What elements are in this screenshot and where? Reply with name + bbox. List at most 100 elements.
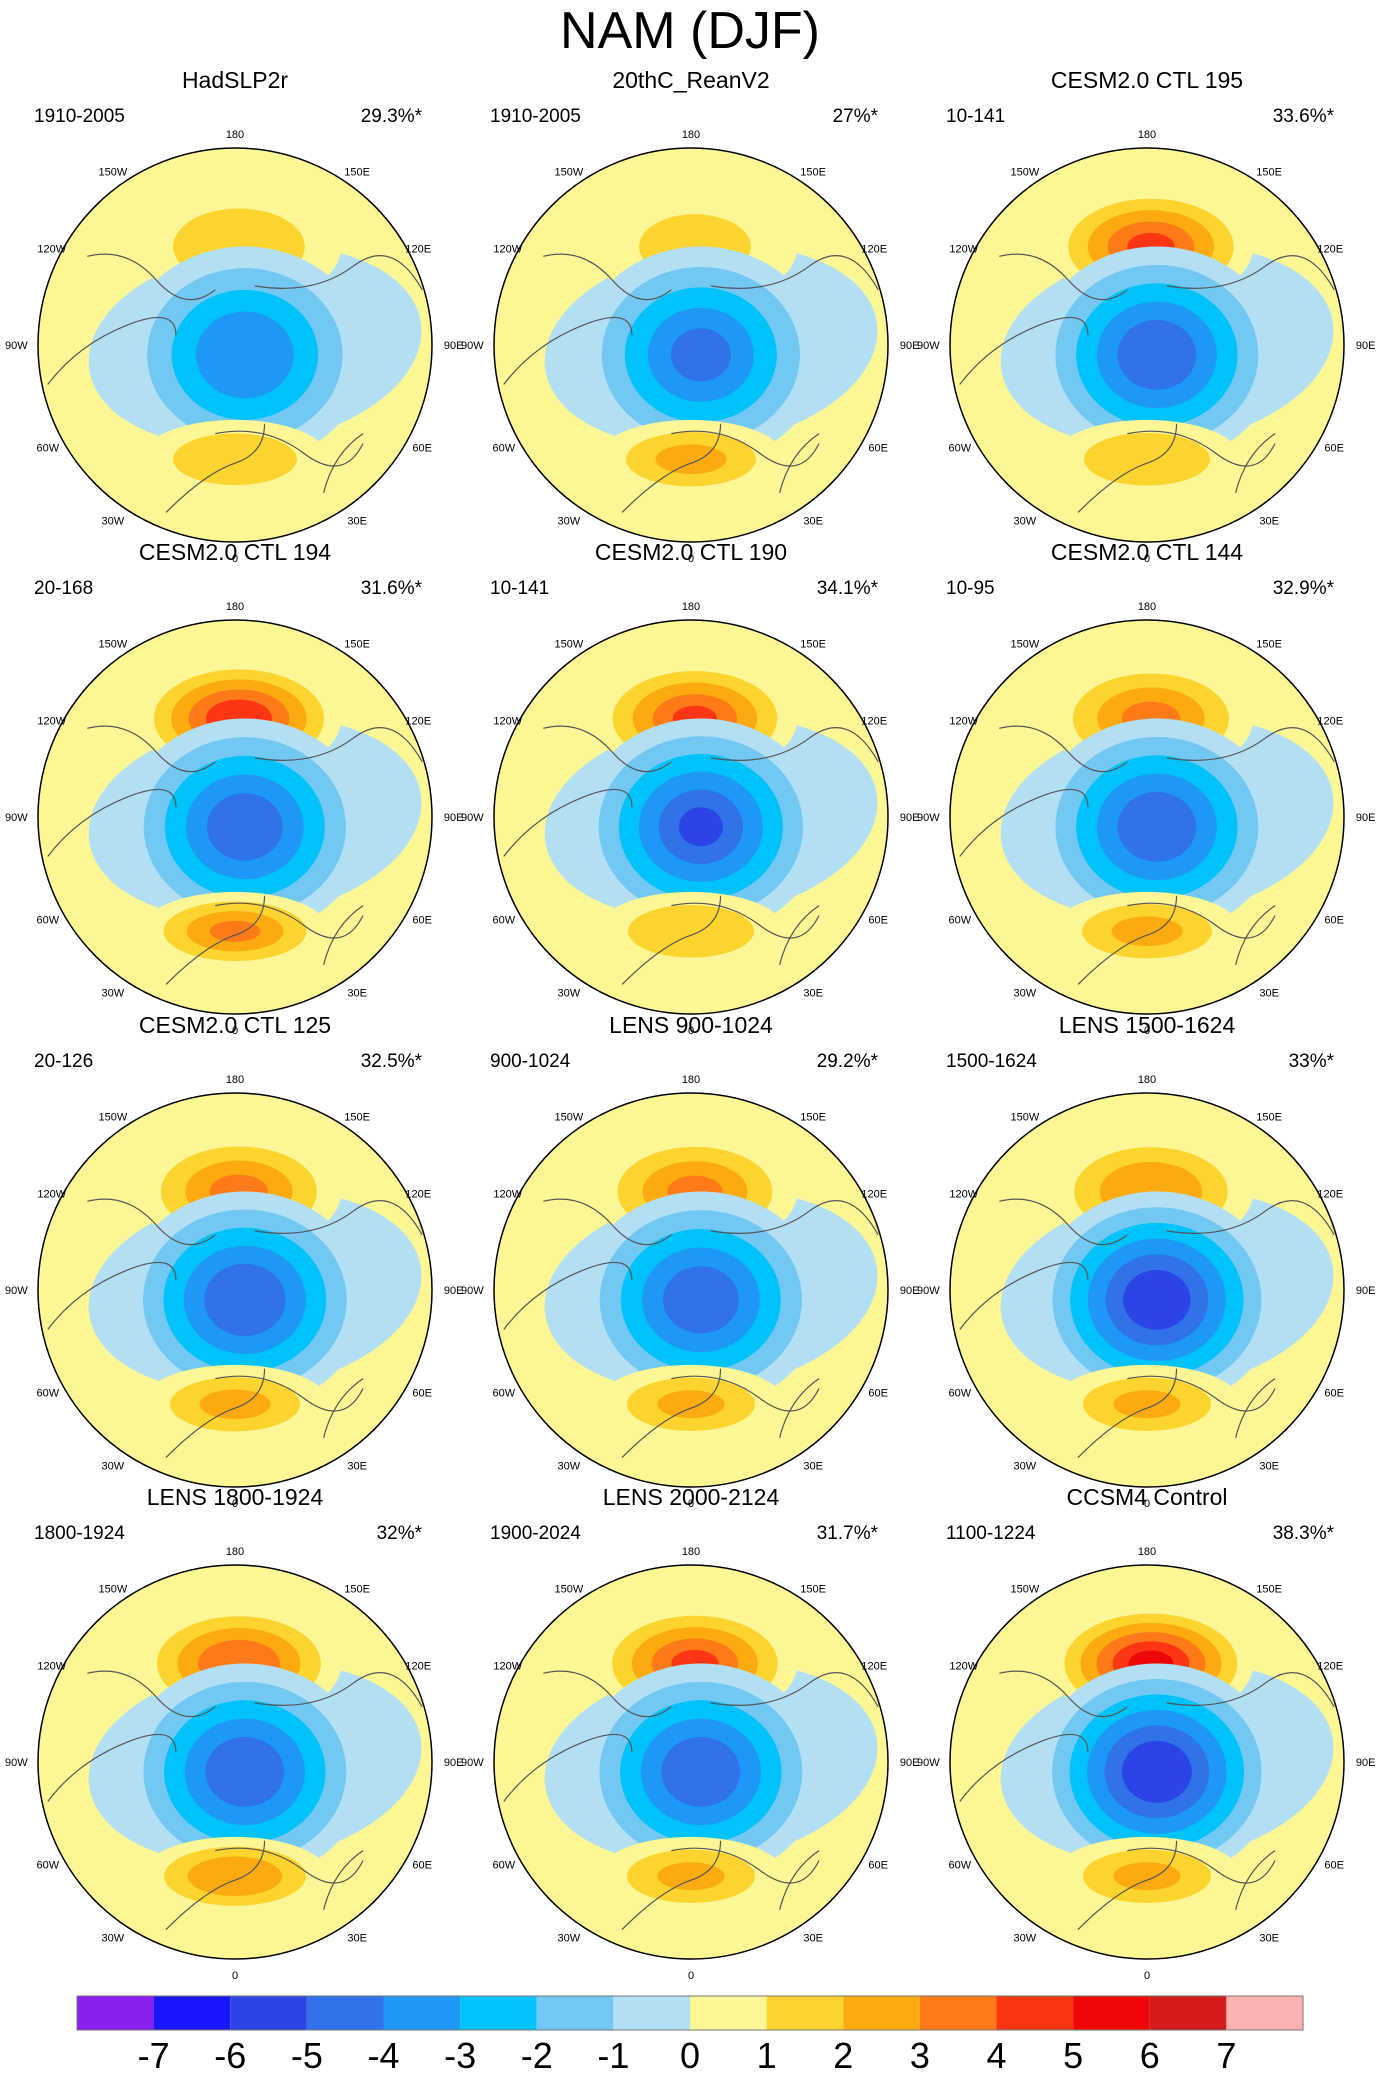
- longitude-label: 90W: [461, 812, 484, 824]
- coastline: [671, 902, 820, 939]
- coastline: [710, 1200, 879, 1236]
- longitude-label: 150E: [1256, 1584, 1282, 1596]
- longitude-label: 90W: [461, 1757, 484, 1769]
- coastline: [47, 788, 177, 857]
- contour-band: [657, 1390, 725, 1419]
- panel-period: 900-1024: [490, 1051, 571, 1072]
- coastline: [671, 1847, 820, 1884]
- map-border: [949, 619, 1345, 1015]
- coastline: [999, 253, 1128, 301]
- map-field: [38, 620, 432, 1014]
- longitude-label: 150E: [1256, 639, 1282, 651]
- panel-6: CESM2.0 CTL 144 10-95 32.9%* 180 150E 120E 90E…: [917, 539, 1375, 1037]
- colorbar-swatch: [919, 1996, 997, 2030]
- longitude-label: 120W: [37, 243, 66, 255]
- coastline: [779, 1378, 820, 1438]
- panel-title: CESM2.0 CTL 190: [595, 539, 787, 565]
- panel-variance: 33%*: [1289, 1051, 1335, 1072]
- longitude-label: 60W: [493, 442, 516, 454]
- panel-variance: 38.3%*: [1273, 1523, 1335, 1544]
- contour-band: [1113, 1862, 1181, 1891]
- longitude-label: 60W: [37, 1387, 60, 1399]
- longitude-label: 60W: [37, 914, 60, 926]
- longitude-label: 150W: [98, 1112, 127, 1124]
- coastline: [215, 902, 364, 939]
- longitude-label: 150W: [554, 1112, 583, 1124]
- longitude-label: 180: [226, 1074, 244, 1086]
- longitude-label: 90W: [5, 1757, 28, 1769]
- longitude-label: 30W: [558, 987, 581, 999]
- longitude-label: 120E: [405, 1188, 431, 1200]
- longitude-label: 0: [232, 553, 238, 565]
- coastline: [254, 1200, 423, 1236]
- contour-band: [209, 920, 261, 942]
- longitude-label: 0: [1144, 1498, 1150, 1510]
- coastline: [671, 1375, 820, 1412]
- figure-title: NAM (DJF): [560, 2, 820, 60]
- longitude-label: 90E: [444, 812, 464, 824]
- panel-11: LENS 2000-2124 1900-2024 31.7%* 180 150E 120E…: [461, 1484, 919, 1982]
- coastline: [543, 1198, 672, 1246]
- coastline: [543, 725, 672, 773]
- colorbar-swatch: [77, 1996, 154, 2030]
- longitude-label: 180: [1138, 129, 1156, 141]
- panel-title: HadSLP2r: [182, 67, 288, 93]
- longitude-label: 150W: [1010, 639, 1039, 651]
- panel-variance: 29.3%*: [361, 106, 423, 127]
- panel-1: HadSLP2r 1910-2005 29.3%* 180 150E 120E 90E 60E…: [5, 67, 463, 565]
- contour-band: [173, 433, 297, 486]
- longitude-label: 60E: [868, 914, 888, 926]
- longitude-label: 60E: [1324, 1859, 1344, 1871]
- map-field: [38, 1565, 432, 1959]
- coastline: [710, 727, 879, 763]
- coastline: [165, 1840, 266, 1930]
- longitude-label: 180: [682, 601, 700, 613]
- longitude-label: 30W: [1014, 1932, 1037, 1944]
- coastline: [959, 1261, 1089, 1330]
- contour-band: [1123, 1270, 1191, 1330]
- colorbar-swatch: [766, 1996, 844, 2030]
- panel-4: CESM2.0 CTL 194 20-168 31.6%* 180 150E 120E 90…: [5, 539, 463, 1037]
- colorbar-tick-label: 6: [1140, 2035, 1160, 2076]
- longitude-label: 30E: [347, 515, 367, 527]
- longitude-label: 150E: [1256, 1112, 1282, 1124]
- longitude-label: 90E: [900, 340, 920, 352]
- longitude-label: 120E: [861, 1660, 887, 1672]
- longitude-label: 0: [232, 1970, 238, 1982]
- coastline: [47, 316, 177, 385]
- longitude-label: 90W: [5, 1285, 28, 1297]
- panel-title: LENS 1500-1624: [1059, 1012, 1236, 1038]
- longitude-label: 60W: [949, 1387, 972, 1399]
- coastline: [1235, 1378, 1276, 1438]
- map-border: [493, 619, 889, 1015]
- map-border: [949, 147, 1345, 543]
- longitude-label: 0: [688, 1025, 694, 1037]
- panel-period: 20-126: [34, 1051, 93, 1072]
- coastline: [543, 1670, 672, 1718]
- colorbar-swatch: [843, 1996, 920, 2030]
- longitude-label: 30E: [347, 987, 367, 999]
- map-field: [494, 620, 888, 1014]
- map-border: [37, 619, 433, 1015]
- panel-2: 20thC_ReanV2 1910-2005 27%* 180 150E 120E 90E 6…: [461, 67, 919, 565]
- panel-title: LENS 2000-2124: [603, 1484, 780, 1510]
- contour-band: [1083, 432, 1211, 486]
- coastline: [165, 1368, 266, 1458]
- longitude-label: 120W: [493, 1660, 522, 1672]
- longitude-label: 90W: [5, 812, 28, 824]
- coastline: [1127, 902, 1276, 939]
- longitude-label: 90E: [1356, 1757, 1376, 1769]
- longitude-label: 150W: [554, 639, 583, 651]
- longitude-label: 90E: [444, 1285, 464, 1297]
- longitude-label: 180: [1138, 1546, 1156, 1558]
- longitude-label: 30W: [102, 515, 125, 527]
- longitude-label: 150E: [344, 1112, 370, 1124]
- coastline: [710, 255, 879, 291]
- colorbar-tick-label: -1: [597, 2035, 629, 2076]
- longitude-label: 150E: [344, 1584, 370, 1596]
- longitude-label: 150E: [800, 1112, 826, 1124]
- coastline: [959, 788, 1089, 857]
- longitude-label: 120E: [405, 1660, 431, 1672]
- map-field: [950, 1093, 1344, 1487]
